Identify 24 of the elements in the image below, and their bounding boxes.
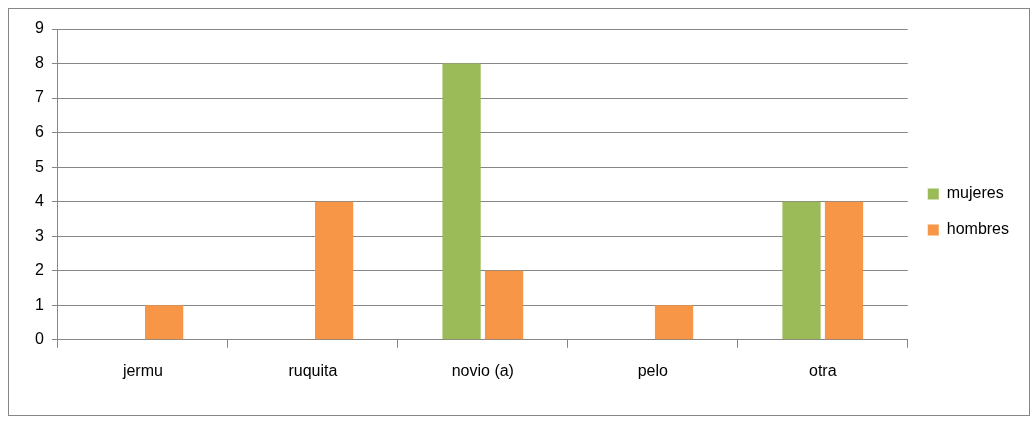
bar: [145, 305, 184, 340]
bar: [484, 270, 524, 340]
y-tick-label: 5: [34, 157, 44, 175]
legend-label: hombres: [946, 220, 1009, 238]
bar: [824, 201, 864, 340]
bar: [314, 201, 354, 340]
x-tick-label: novio (a): [451, 361, 514, 379]
x-tick-label: pelo: [637, 361, 669, 379]
x-tick-label: ruquita: [288, 361, 338, 379]
bar: [442, 63, 481, 340]
bar: [654, 305, 694, 340]
legend-label: mujeres: [946, 184, 1004, 202]
y-tick-label: 7: [34, 88, 44, 106]
x-tick-label: jermu: [121, 361, 163, 379]
y-tick-label: 3: [34, 226, 44, 244]
y-tick-label: 1: [34, 295, 44, 313]
y-tick-label: 9: [34, 19, 44, 37]
x-tick-label: otra: [808, 361, 837, 379]
y-tick-label: 2: [34, 261, 44, 279]
bar: [782, 201, 821, 340]
y-tick-label: 0: [34, 330, 44, 348]
y-tick-label: 4: [34, 192, 44, 210]
y-tick-label: 6: [34, 123, 44, 141]
y-tick-label: 8: [34, 53, 44, 71]
